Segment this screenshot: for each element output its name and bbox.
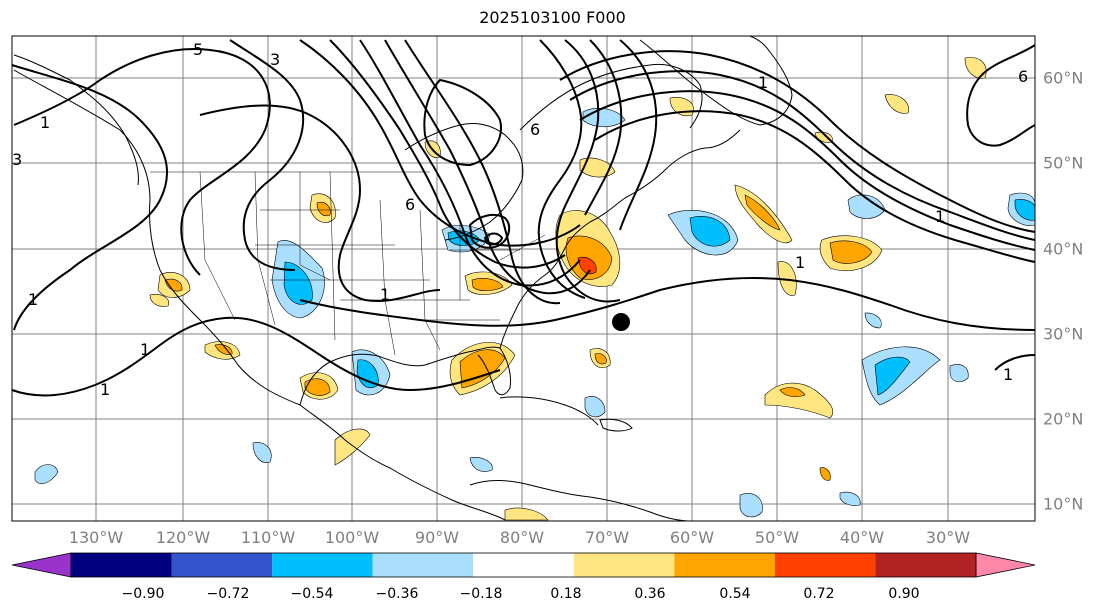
gulf-coast (299, 346, 511, 406)
colorbar-frame (70, 552, 977, 578)
positive-anomaly-region (964, 57, 987, 79)
atlantic-coast (499, 129, 741, 349)
colorbar-swatch (674, 553, 775, 577)
colorbar-arrow-right (975, 552, 1036, 578)
colorbar-tick-label: 0.90 (888, 586, 920, 602)
negative-anomaly-region (874, 356, 911, 396)
negative-anomaly-region (34, 464, 59, 484)
contour-label: 1 (935, 207, 945, 226)
south-america-coast (469, 480, 691, 522)
lat-label: 60°N (1043, 68, 1084, 88)
negative-anomaly-region (689, 216, 731, 247)
greenland-coast (639, 35, 793, 126)
contour-label: 6 (530, 120, 540, 139)
lat-label: 30°N (1043, 324, 1084, 344)
negative-anomaly-region (864, 312, 882, 329)
negative-anomaly-region (839, 491, 861, 506)
positive-anomaly-region (565, 235, 613, 280)
shaded-anomalies (34, 57, 1036, 521)
positive-anomaly-region (577, 257, 597, 275)
lon-label: 70°W (584, 528, 630, 547)
colorbar-arrow-left (11, 552, 72, 578)
hispaniola-coast (599, 418, 633, 432)
contour-label: 1 (100, 380, 110, 399)
colorbar-swatch (171, 553, 273, 577)
lon-label: 60°W (669, 528, 715, 547)
colorbar-tick-label: 0.36 (634, 586, 666, 602)
contour-label: 1 (380, 285, 390, 304)
north-america-coast (13, 69, 506, 521)
contour-label: 1 (1003, 365, 1013, 384)
positive-anomaly-region (779, 387, 806, 397)
positive-anomaly-region (334, 428, 371, 466)
contour-label: 3 (270, 50, 280, 69)
colorbar-swatch (774, 553, 876, 577)
lon-label: 30°W (925, 528, 971, 547)
lon-label: 100°W (324, 528, 380, 547)
alaska-coast (13, 54, 139, 186)
colorbar-tick-label: −0.54 (290, 586, 334, 602)
negative-anomaly-region (283, 261, 313, 305)
negative-anomaly-region (584, 396, 606, 418)
colorbar-tick-label: −0.90 (121, 586, 165, 602)
colorbar-tick-label: 0.54 (719, 586, 751, 602)
contour-label: 1 (758, 73, 768, 92)
colorbar-swatch (875, 553, 976, 577)
storm-center-marker (612, 313, 630, 331)
positive-anomaly-region (164, 278, 183, 292)
hudson-bay-coast (404, 123, 524, 241)
colorbar (11, 552, 1036, 578)
contour-label: 3 (12, 150, 22, 169)
coastlines (13, 35, 793, 522)
colorbar-tick-label: −0.18 (459, 586, 503, 602)
colorbar-tick-label: 0.18 (550, 586, 582, 602)
negative-anomaly-region (739, 493, 763, 518)
labrador-coast (519, 63, 703, 131)
positive-anomaly-region (829, 240, 873, 264)
colorbar-tick-label: −0.72 (206, 586, 250, 602)
lon-label: 50°W (754, 528, 800, 547)
colorbar-swatch (573, 553, 675, 577)
lon-label: 130°W (68, 528, 124, 547)
height-contours (11, 39, 1036, 397)
positive-anomaly-region (884, 94, 909, 114)
positive-anomaly-region (819, 467, 831, 481)
lat-label: 50°N (1043, 153, 1084, 173)
positive-anomaly-region (149, 293, 170, 307)
lon-label: 80°W (499, 528, 545, 547)
contour-label: 6 (405, 195, 415, 214)
negative-anomaly-region (469, 457, 493, 472)
positive-anomaly-region (504, 507, 549, 521)
contour-label: 1 (28, 290, 38, 309)
cuba-coast (499, 396, 599, 426)
positive-anomaly-region (304, 378, 331, 396)
colorbar-tick-label: −0.36 (375, 586, 419, 602)
map-title: 2025103100 F000 (479, 8, 626, 27)
contour-labels: 5 3 1 1 1 1 1 6 6 1 1 3 6 1 1 (12, 40, 1028, 399)
positive-anomaly-region (579, 157, 616, 178)
lat-label: 40°N (1043, 239, 1084, 259)
lat-label: 10°N (1043, 494, 1084, 514)
lon-label: 120°W (155, 528, 211, 547)
colorbar-swatch (71, 553, 172, 577)
colorbar-swatch (272, 553, 373, 577)
colorbar-swatch (372, 553, 474, 577)
contour-label: 1 (795, 253, 805, 272)
positive-anomaly-region (471, 278, 504, 292)
colorbar-tick-label: 0.72 (803, 586, 835, 602)
contour-label: 1 (40, 113, 50, 132)
contour-label: 1 (140, 340, 150, 359)
colorbar-swatch (473, 553, 574, 577)
negative-anomaly-region (949, 364, 969, 383)
contour-label: 5 (193, 40, 203, 59)
positive-anomaly-region (594, 353, 607, 365)
lat-label: 20°N (1043, 409, 1084, 429)
positive-anomaly-region (744, 194, 781, 231)
lon-label: 110°W (240, 528, 296, 547)
negative-anomaly-region (252, 442, 272, 463)
contour-label: 6 (1018, 67, 1028, 86)
lon-label: 90°W (414, 528, 460, 547)
lon-label: 40°W (839, 528, 885, 547)
